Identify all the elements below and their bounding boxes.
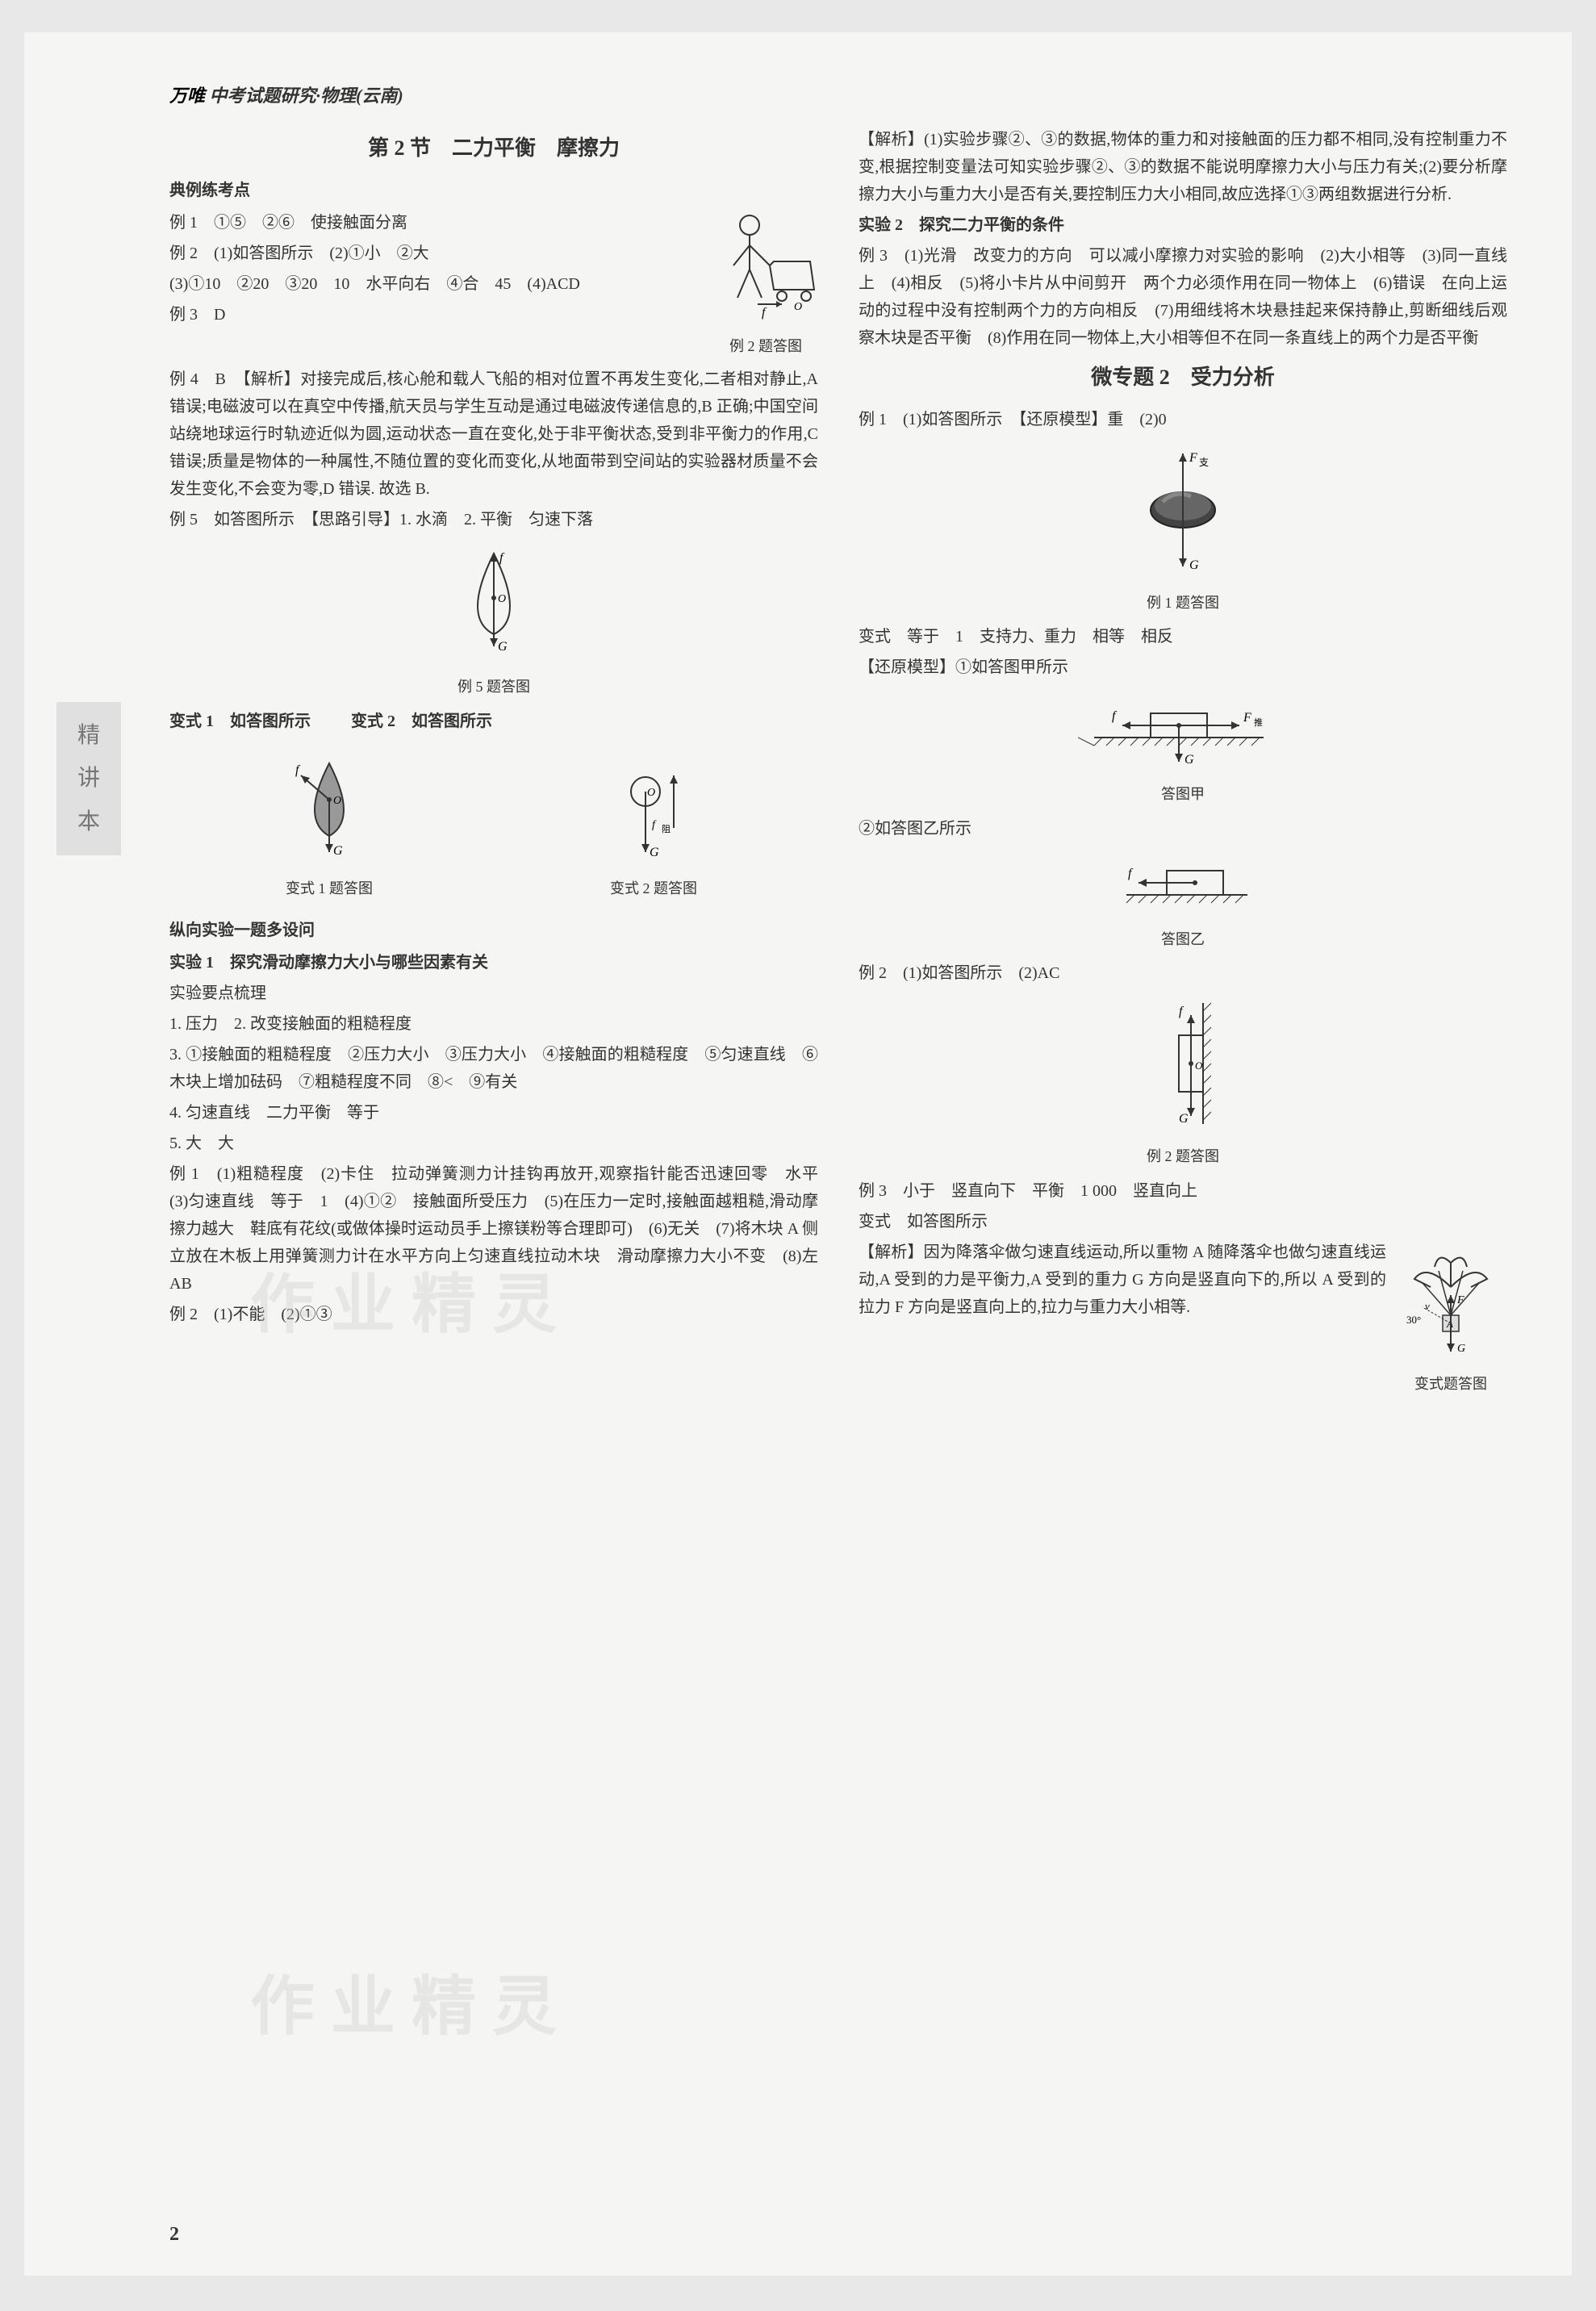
example-3c: 例 3 小于 竖直向下 平衡 1 000 竖直向上 <box>859 1177 1507 1205</box>
svg-text:A: A <box>1446 1318 1453 1330</box>
fig-jia: f F 推 G 答图甲 <box>859 689 1507 807</box>
svg-text:O: O <box>1195 1059 1203 1072</box>
side-tab-char: 本 <box>77 803 100 842</box>
variant-2-label: 变式 2 如答图所示 <box>351 713 492 730</box>
svg-text:O: O <box>498 593 506 605</box>
section-title: 第 2 节 二力平衡 摩擦力 <box>169 131 818 166</box>
column-right: 【解析】(1)实验步骤②、③的数据,物体的重力和对接触面的压力都不相同,没有控制… <box>859 123 1507 1400</box>
fig-ex2b: f O G 例 2 题答图 <box>859 995 1507 1169</box>
example-4: 例 4 B 【解析】对接完成后,核心舱和载人飞船的相对位置不再发生变化,二者相对… <box>169 366 818 503</box>
fig-ex2: f O 例 2 题答图 <box>713 209 818 359</box>
svg-text:G: G <box>650 846 659 859</box>
example-5: 例 5 如答图所示 【思路引导】1. 水滴 2. 平衡 匀速下落 <box>169 506 818 533</box>
two-figs: f O G 变式 1 题答图 O f 阻 <box>169 743 818 909</box>
variant-row: 变式 1 如答图所示 变式 2 如答图所示 <box>169 708 818 735</box>
zongxiang-heading: 纵向实验一题多设问 <box>169 917 818 944</box>
bianshi: 变式 等于 1 支持力、重力 相等 相反 <box>859 623 1507 650</box>
fig-label: 例 1 题答图 <box>859 591 1507 616</box>
fig-label: 例 2 题答图 <box>859 1144 1507 1169</box>
point-5: 5. 大 大 <box>169 1130 818 1157</box>
fig-ex1b: F 支 G 例 1 题答图 <box>859 441 1507 616</box>
svg-text:v: v <box>1425 1300 1430 1312</box>
svg-text:G: G <box>1179 1112 1189 1126</box>
svg-text:阻: 阻 <box>662 824 671 834</box>
side-tab: 精 讲 本 <box>56 702 121 855</box>
bianshi2: 变式 如答图所示 <box>859 1208 1507 1235</box>
shiyan2-heading: 实验 2 探究二力平衡的条件 <box>859 211 1507 239</box>
content: 第 2 节 二力平衡 摩擦力 典例练考点 f O <box>169 123 1507 1400</box>
svg-text:f: f <box>1128 867 1134 880</box>
subheading-dianli: 典例练考点 <box>169 177 818 204</box>
fig-bianshi: A 30° F v G 变式题答图 <box>1394 1239 1507 1397</box>
side-tab-char: 讲 <box>77 759 100 798</box>
variant-1-label: 变式 1 如答图所示 <box>169 713 311 730</box>
page-number: 2 <box>169 2218 179 2251</box>
side-tab-char: 精 <box>77 717 100 755</box>
page: 精 讲 本 作业精灵 作业精灵 万唯 中考试题研究·物理(云南) 第 2 节 二… <box>24 32 1572 2275</box>
svg-text:G: G <box>1189 558 1199 572</box>
svg-text:f: f <box>499 551 505 565</box>
svg-text:F: F <box>1243 711 1251 725</box>
svg-text:f: f <box>652 819 657 831</box>
svg-text:30°: 30° <box>1406 1314 1421 1326</box>
fig-variant1: f O G 变式 1 题答图 <box>286 751 373 901</box>
shiyan1-heading: 实验 1 探究滑动摩擦力大小与哪些因素有关 <box>169 949 818 976</box>
svg-text:支: 支 <box>1199 457 1209 468</box>
circ2: ②如答图乙所示 <box>859 815 1507 842</box>
li2: 例 2 (1)不能 (2)①③ <box>169 1301 818 1328</box>
svg-text:G: G <box>1457 1343 1465 1355</box>
fig-label: 变式题答图 <box>1394 1372 1507 1397</box>
fig-label: 答图甲 <box>859 782 1507 807</box>
svg-text:f: f <box>762 306 767 320</box>
point-1: 1. 压力 2. 改变接触面的粗糙程度 <box>169 1010 818 1038</box>
example-2b2: 例 2 (1)如答图所示 (2)AC <box>859 959 1507 987</box>
fig-variant2: O f 阻 G 变式 2 题答图 <box>605 751 702 901</box>
example-1b: 例 1 (1)如答图所示 【还原模型】重 (2)0 <box>859 406 1507 433</box>
watermark: 作业精灵 <box>250 1953 573 2062</box>
jiexi1: 【解析】(1)实验步骤②、③的数据,物体的重力和对接触面的压力都不相同,没有控制… <box>859 126 1507 208</box>
column-left: 第 2 节 二力平衡 摩擦力 典例练考点 f O <box>169 123 818 1400</box>
yaodian-heading: 实验要点梳理 <box>169 980 818 1007</box>
svg-text:G: G <box>333 844 343 858</box>
wzt-title: 微专题 2 受力分析 <box>859 360 1507 395</box>
fig-label: 变式 1 题答图 <box>286 876 373 901</box>
svg-text:O: O <box>794 301 802 313</box>
point-4: 4. 匀速直线 二力平衡 等于 <box>169 1099 818 1126</box>
huanyuan: 【还原模型】①如答图甲所示 <box>859 654 1507 681</box>
fig-label: 例 5 题答图 <box>169 675 818 700</box>
fig-label: 变式 2 题答图 <box>605 876 702 901</box>
svg-text:F: F <box>1456 1294 1464 1306</box>
svg-text:F: F <box>1189 451 1197 465</box>
svg-text:O: O <box>647 787 655 799</box>
svg-text:f: f <box>295 763 301 777</box>
fig-label: 答图乙 <box>859 927 1507 952</box>
fig-ex5: f O G 例 5 题答图 <box>169 541 818 700</box>
svg-text:O: O <box>333 795 341 807</box>
page-header: 万唯 中考试题研究·物理(云南) <box>169 81 1507 111</box>
svg-text:f: f <box>1179 1005 1184 1018</box>
header-text: 中考试题研究·物理(云南) <box>210 86 403 106</box>
point-3: 3. ①接触面的粗糙程度 ②压力大小 ③压力大小 ④接触面的粗糙程度 ⑤匀速直线… <box>169 1041 818 1096</box>
fig-label: 例 2 题答图 <box>713 334 818 359</box>
svg-text:推: 推 <box>1254 717 1263 728</box>
svg-text:G: G <box>498 640 508 654</box>
svg-text:G: G <box>1184 753 1194 767</box>
li1: 例 1 (1)粗糙程度 (2)卡住 拉动弹簧测力计挂钩再放开,观察指针能否迅速回… <box>169 1160 818 1298</box>
svg-text:f: f <box>1112 709 1118 723</box>
example-3b: 例 3 (1)光滑 改变力的方向 可以减小摩擦力对实验的影响 (2)大小相等 (… <box>859 242 1507 352</box>
brand: 万唯 <box>169 86 205 106</box>
fig-yi: f 答图乙 <box>859 850 1507 952</box>
